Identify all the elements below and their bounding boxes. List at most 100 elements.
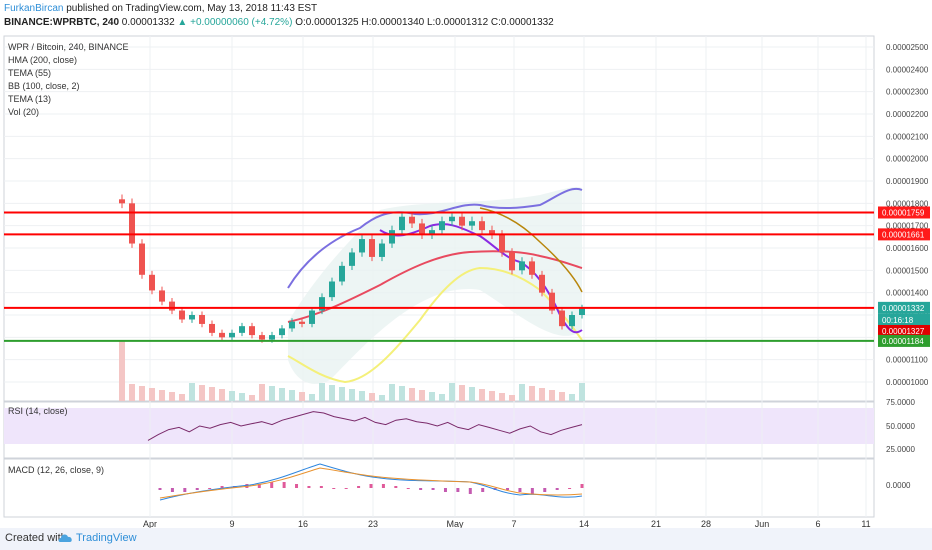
- candle-body[interactable]: [359, 239, 365, 253]
- time-tick-label: 16: [298, 519, 308, 528]
- volume-bar: [579, 383, 585, 401]
- time-tick-label: 11: [861, 519, 870, 528]
- candle-body[interactable]: [579, 308, 585, 315]
- candle-body[interactable]: [169, 301, 175, 311]
- candle-body[interactable]: [519, 261, 525, 271]
- candle-body[interactable]: [459, 216, 465, 226]
- legend-tema55: TEMA (55): [8, 68, 51, 78]
- candle-body[interactable]: [299, 321, 305, 324]
- volume-bar: [149, 388, 155, 401]
- volume-bar: [349, 389, 355, 401]
- macd-bar: [357, 486, 361, 488]
- time-axis[interactable]: Apr 9 16 23 May 7 14 21 28 Jun 6 11: [143, 519, 871, 528]
- macd-bar: [208, 488, 212, 489]
- candle-body[interactable]: [499, 234, 505, 253]
- candle-body[interactable]: [479, 221, 485, 231]
- volume-bar: [539, 388, 545, 401]
- candle-body[interactable]: [569, 315, 575, 327]
- macd-histogram: [158, 482, 584, 494]
- candle-body[interactable]: [279, 328, 285, 336]
- candle-body[interactable]: [289, 321, 295, 329]
- candle-body[interactable]: [369, 239, 375, 257]
- candle-body[interactable]: [189, 315, 195, 320]
- published-text: published on TradingView.com, May 13, 20…: [63, 3, 318, 14]
- candle-body[interactable]: [339, 265, 345, 282]
- volume-bar: [559, 392, 565, 401]
- volume-bar: [269, 386, 275, 401]
- candle-body[interactable]: [529, 261, 535, 275]
- volume-bar: [499, 393, 505, 401]
- candle-body[interactable]: [269, 335, 275, 340]
- candle-body[interactable]: [329, 281, 335, 298]
- volume-bar: [479, 389, 485, 401]
- price-label-box: [878, 334, 930, 347]
- candle-body[interactable]: [259, 335, 265, 340]
- macd-bar: [295, 484, 299, 488]
- candle-body[interactable]: [129, 203, 135, 244]
- candle-body[interactable]: [429, 230, 435, 235]
- macd-bar: [518, 488, 522, 492]
- candle-body[interactable]: [249, 326, 255, 336]
- volume-bar: [309, 394, 315, 401]
- candle-body[interactable]: [409, 216, 415, 224]
- candle-body[interactable]: [239, 326, 245, 333]
- candle-body[interactable]: [489, 230, 495, 235]
- candle-body[interactable]: [379, 243, 385, 257]
- price-tick-label: 0.00001900: [886, 177, 929, 186]
- macd-bar: [344, 488, 348, 489]
- volume-bar: [379, 395, 385, 401]
- candle-body[interactable]: [319, 297, 325, 311]
- price-chart[interactable]: 0.00002500 0.00002400 0.00002300 0.00002200…: [0, 30, 932, 528]
- macd-bar: [443, 488, 447, 492]
- horizontal-levels[interactable]: [4, 211, 874, 342]
- candle-body[interactable]: [439, 221, 445, 231]
- tradingview-link[interactable]: TradingView: [76, 532, 137, 544]
- candle-body[interactable]: [399, 216, 405, 231]
- candle-body[interactable]: [419, 223, 425, 235]
- volume-bar: [399, 386, 405, 401]
- candle-body[interactable]: [209, 323, 215, 333]
- legend-symbol: WPR / Bitcoin, 240, BINANCE: [8, 42, 129, 52]
- candle-body[interactable]: [219, 332, 225, 338]
- volume-bar: [569, 394, 575, 401]
- time-tick-label: 6: [815, 519, 820, 528]
- candle-body[interactable]: [149, 274, 155, 291]
- footer-bar: Created with TradingView: [0, 528, 932, 550]
- candle-body[interactable]: [559, 310, 565, 327]
- price-label-text: 0.00001332: [882, 304, 925, 313]
- publish-line: FurkanBircan published on TradingView.co…: [4, 3, 317, 14]
- price-tick-label: 0.00001600: [886, 244, 929, 253]
- candle-body[interactable]: [139, 243, 145, 275]
- candle-body[interactable]: [539, 274, 545, 293]
- price-axis[interactable]: 0.00002500 0.00002400 0.00002300 0.00002200…: [886, 43, 929, 387]
- candle-body[interactable]: [179, 310, 185, 320]
- volume-bar: [139, 386, 145, 401]
- macd-bar: [183, 488, 187, 492]
- rsi-tick-25: 25.0000: [886, 445, 915, 454]
- price-label-box: [878, 228, 930, 241]
- candle-body[interactable]: [449, 216, 455, 222]
- price-tick-label: 0.00002400: [886, 65, 929, 74]
- macd-line: [159, 463, 583, 501]
- candle-body[interactable]: [469, 221, 475, 226]
- author-link[interactable]: FurkanBircan: [4, 3, 64, 14]
- candle-body[interactable]: [509, 252, 515, 271]
- rsi-legend: RSI (14, close): [8, 406, 68, 416]
- macd-pane[interactable]: [3, 458, 875, 518]
- volume-bar: [509, 395, 515, 401]
- rsi-tick-75: 75.0000: [886, 398, 915, 407]
- candle-body[interactable]: [229, 332, 235, 338]
- candle-body[interactable]: [389, 230, 395, 244]
- candle-body[interactable]: [549, 292, 555, 311]
- price-tick-label: 0.00001100: [886, 356, 928, 365]
- price-label-box: [878, 206, 930, 219]
- volume-bar: [439, 394, 445, 401]
- candle-body[interactable]: [199, 315, 205, 324]
- legend-tema13: TEMA (13): [8, 94, 51, 104]
- candlestick-series[interactable]: [119, 194, 585, 343]
- candle-body[interactable]: [349, 252, 355, 266]
- candle-body[interactable]: [119, 199, 125, 204]
- candle-body[interactable]: [159, 290, 165, 302]
- candle-body[interactable]: [309, 310, 315, 324]
- macd-bar: [530, 488, 534, 494]
